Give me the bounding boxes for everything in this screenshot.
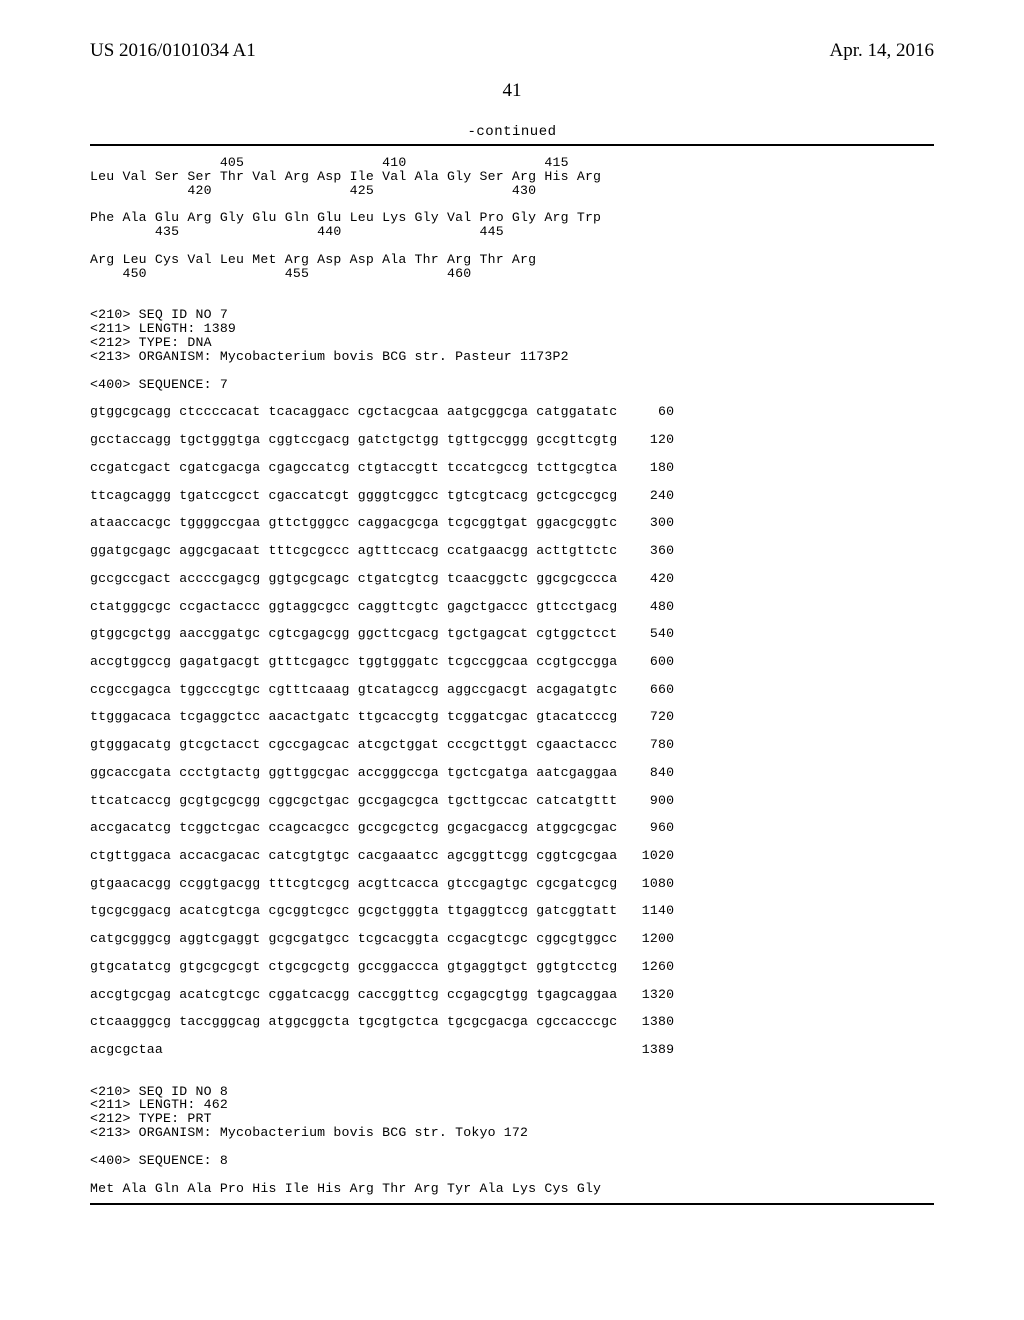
page: US 2016/0101034 A1 Apr. 14, 2016 41 -con…	[0, 0, 1024, 1320]
sequence-block: 405 410 415 Leu Val Ser Ser Thr Val Arg …	[90, 144, 934, 1205]
pub-date: Apr. 14, 2016	[830, 40, 935, 62]
continued-label: -continued	[90, 124, 934, 140]
page-number: 41	[90, 80, 934, 102]
pub-number: US 2016/0101034 A1	[90, 40, 256, 62]
header-row: US 2016/0101034 A1 Apr. 14, 2016	[90, 40, 934, 62]
